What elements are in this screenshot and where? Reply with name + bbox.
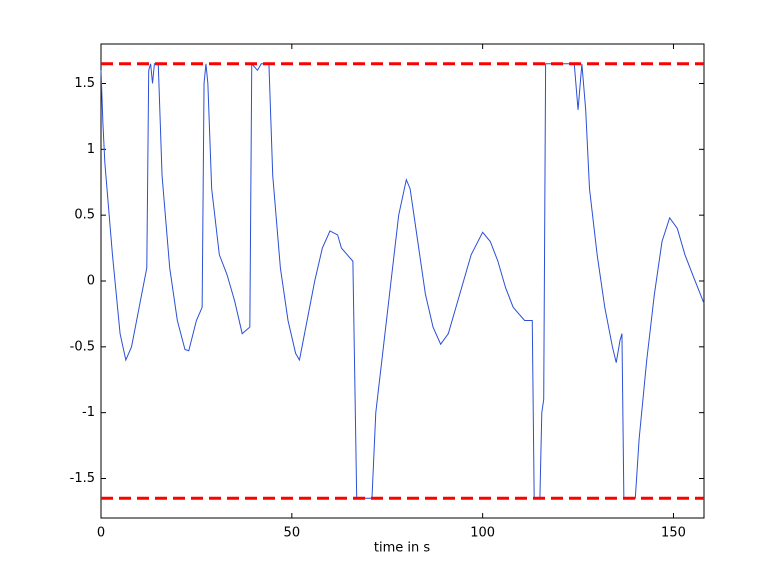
y-tick-label: 1: [87, 142, 95, 157]
x-tick-label: 50: [284, 526, 301, 541]
y-tick-label: -0.5: [70, 339, 95, 354]
x-tick-label: 100: [470, 526, 495, 541]
y-tick-label: 0: [87, 274, 95, 289]
x-tick-label: 0: [97, 526, 105, 541]
data-line: [100, 62, 705, 499]
y-tick-label: 0.5: [74, 208, 95, 223]
y-tick-label: -1: [82, 405, 95, 420]
y-tick-label: 1.5: [74, 76, 95, 91]
y-tick-label: -1.5: [70, 471, 95, 486]
x-tick-label: 150: [661, 526, 686, 541]
x-axis-label: time in s: [374, 541, 430, 556]
plot-frame: [100, 43, 705, 519]
